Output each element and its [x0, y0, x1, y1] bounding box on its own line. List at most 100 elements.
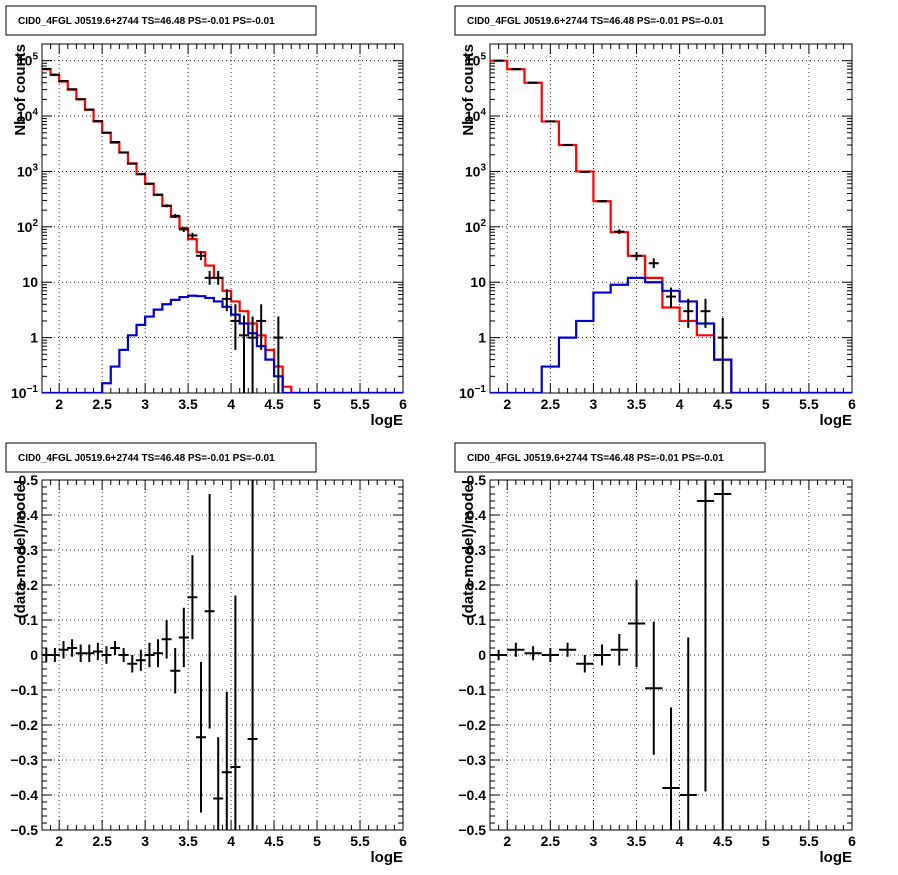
y-tick-label: 102 — [17, 218, 39, 235]
data-point — [92, 120, 103, 123]
data-point — [153, 193, 164, 197]
y-tick-label: 0.1 — [467, 612, 487, 628]
data-point — [238, 315, 249, 393]
data-point — [144, 642, 155, 668]
x-tick-label: 5.5 — [350, 396, 370, 412]
data-point — [110, 141, 121, 144]
x-tick-label: 4.5 — [713, 396, 733, 412]
data-point — [221, 289, 232, 312]
data-point — [524, 646, 542, 661]
y-tick-label: 103 — [17, 162, 39, 179]
data-layer — [490, 59, 852, 393]
chart-panel-2: 2 2.5 3 3.5 4 4.5 5 5.5 6 10−1 1 10 102 103 104 105 logE… — [454, 5, 856, 429]
y-tick-label: 103 — [465, 162, 487, 179]
y-axis-title: Nb of counts — [12, 44, 29, 136]
data-point — [541, 648, 559, 662]
x-tick-label: 5.5 — [799, 833, 819, 849]
y-tick-label: −0.3 — [10, 752, 38, 768]
x-tick-label: 2.5 — [92, 833, 112, 849]
data-point — [631, 252, 642, 261]
data-point — [545, 120, 556, 123]
x-tick-label: 5 — [762, 833, 770, 849]
y-tick-label: −0.3 — [458, 752, 486, 768]
data-point — [161, 204, 172, 208]
data-point — [597, 200, 608, 203]
data-point — [58, 79, 69, 82]
y-tick-label: −0.5 — [10, 822, 38, 838]
x-tick-label: 2.5 — [92, 396, 112, 412]
x-axis-title: logE — [820, 849, 853, 866]
data-point — [84, 108, 95, 111]
y-tick-label: −0.5 — [458, 822, 486, 838]
data-layer — [490, 480, 732, 830]
grid-lines — [42, 479, 404, 831]
chart-title: CID0_4FGL J0519.6+2744 TS=46.48 PS=-0.01… — [18, 453, 275, 464]
data-point — [67, 639, 78, 657]
data-layer — [42, 480, 258, 830]
x-tick-label: 2 — [503, 396, 511, 412]
data-point — [593, 644, 611, 666]
data-point — [558, 642, 577, 657]
data-point — [221, 691, 232, 830]
title-box — [454, 5, 766, 36]
x-axis-title: logE — [371, 849, 404, 866]
x-tick-label: 3 — [590, 396, 598, 412]
data-point — [153, 639, 164, 668]
x-tick-label: 4 — [227, 833, 235, 849]
source-model-histogram — [490, 276, 852, 393]
x-tick-label: 6 — [399, 833, 407, 849]
x-tick-label: 3.5 — [178, 833, 198, 849]
y-tick-label: −0.2 — [458, 717, 486, 733]
data-point — [67, 88, 78, 91]
data-point — [213, 270, 224, 285]
x-tick-label: 5 — [313, 396, 321, 412]
x-tick-label: 5 — [313, 833, 321, 849]
data-point — [714, 480, 732, 830]
y-tick-label: 0.2 — [467, 577, 487, 593]
y-tick-label: 0 — [30, 647, 38, 663]
data-point — [679, 637, 697, 830]
y-tick-label: −0.4 — [10, 787, 38, 803]
data-point — [84, 644, 95, 662]
x-tick-label: 2 — [503, 833, 511, 849]
y-axis-title: (data-model)/model — [460, 480, 477, 618]
y-tick-label: 10 — [470, 274, 486, 290]
chart-panel-1: 2 2.5 3 3.5 4 4.5 5 5.5 6 10−1 1 10 102 103 104 105 logE… — [5, 5, 407, 429]
x-tick-label: 3.5 — [627, 396, 647, 412]
y-tick-label: 1 — [30, 330, 38, 346]
y-tick-label: 0.2 — [19, 577, 39, 593]
data-point — [648, 258, 659, 269]
data-point — [58, 641, 69, 659]
y-tick-label: 0.5 — [467, 472, 487, 488]
x-tick-label: 4.5 — [264, 396, 284, 412]
x-tick-label: 3 — [590, 833, 598, 849]
y-tick-label: 0.4 — [19, 507, 39, 523]
data-point — [178, 227, 189, 232]
data-point — [700, 298, 711, 328]
source-model-histogram — [42, 294, 403, 393]
x-tick-label: 4.5 — [264, 833, 284, 849]
y-axis-title: Nb of counts — [460, 44, 477, 136]
data-point — [696, 480, 715, 792]
data-point — [178, 607, 189, 668]
title-box — [5, 5, 317, 36]
y-tick-label: 105 — [465, 52, 487, 69]
x-tick-label: 3 — [141, 833, 149, 849]
data-point — [247, 316, 258, 393]
x-tick-label: 3.5 — [178, 396, 198, 412]
y-tick-label: 0 — [478, 647, 486, 663]
data-point — [683, 298, 694, 328]
y-tick-label: 1 — [478, 330, 486, 346]
data-point — [127, 162, 138, 165]
data-point — [204, 494, 215, 729]
data-point — [196, 251, 207, 261]
y-tick-label: 0.1 — [19, 612, 39, 628]
x-tick-label: 4 — [676, 396, 684, 412]
plot-frame — [41, 43, 404, 394]
x-axis-title: logE — [820, 412, 853, 429]
x-tick-label: 4 — [676, 833, 684, 849]
data-point — [42, 648, 52, 662]
chart-panel-3: 2 2.5 3 3.5 4 4.5 5 5.5 6 −0.5 −0.4 −0.3 −0.2 −0.1 0 0.… — [5, 442, 407, 866]
x-tick-label: 4.5 — [713, 833, 733, 849]
data-point — [92, 642, 103, 661]
